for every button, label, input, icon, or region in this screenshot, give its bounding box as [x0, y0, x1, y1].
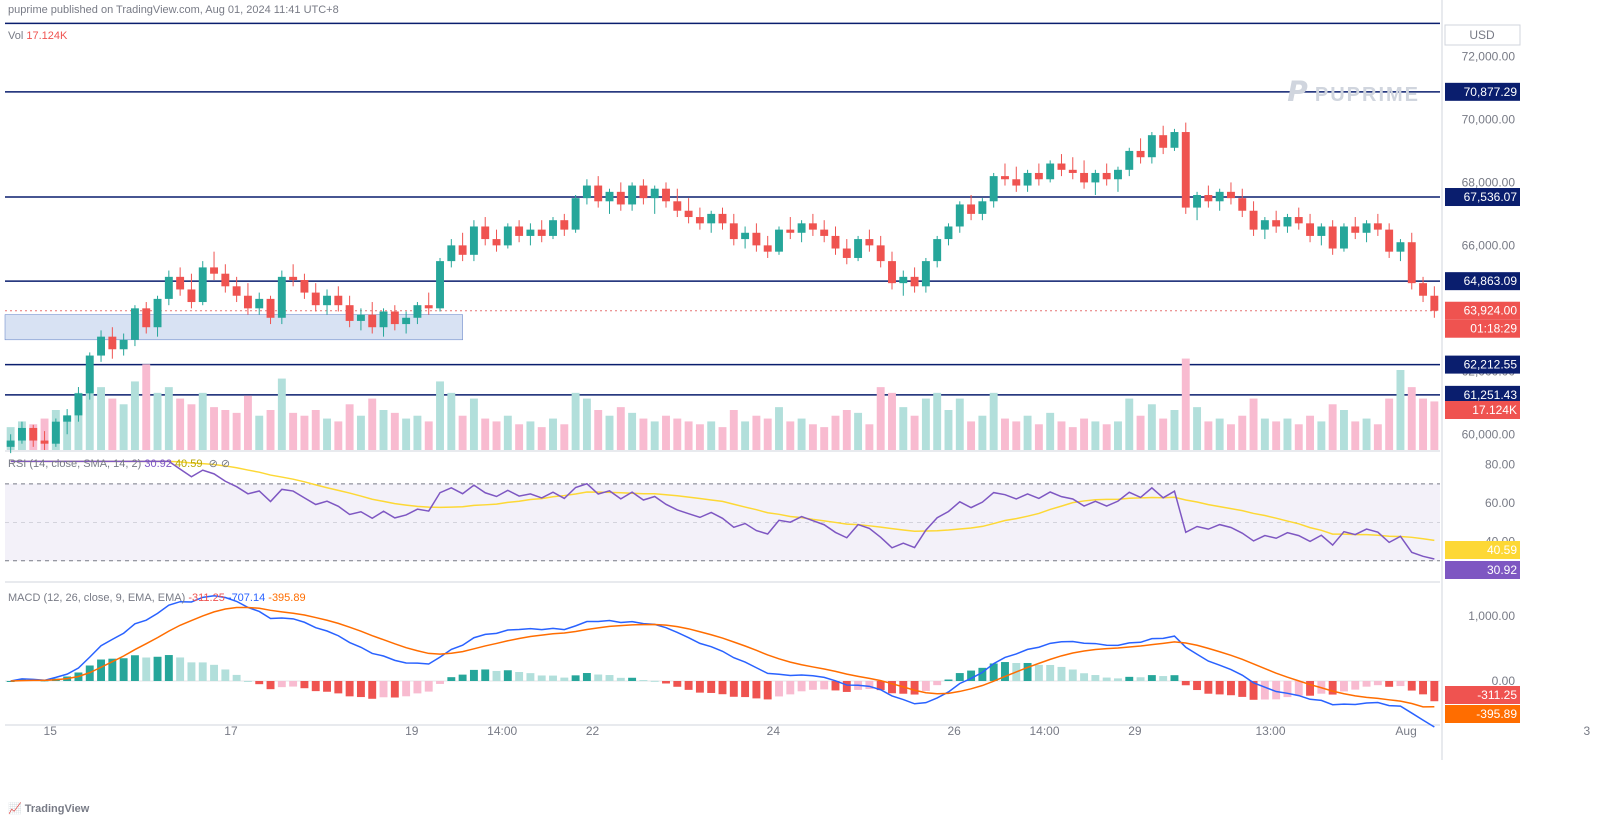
- svg-text:17: 17: [224, 724, 238, 738]
- vol-value: 17.124K: [26, 30, 67, 42]
- macd-legend: MACD (12, 26, close, 9, EMA, EMA) -311.2…: [8, 592, 306, 604]
- watermark-logo: 𝙋 PUPRIME: [1287, 75, 1420, 108]
- svg-text:0.00: 0.00: [1492, 674, 1516, 688]
- macd-v2: -707.14: [228, 592, 265, 604]
- svg-text:22: 22: [586, 724, 600, 738]
- svg-text:30.92: 30.92: [1487, 563, 1517, 577]
- svg-text:17.124K: 17.124K: [1472, 403, 1517, 417]
- svg-text:40.59: 40.59: [1487, 543, 1517, 557]
- svg-text:13:00: 13:00: [1255, 724, 1285, 738]
- svg-text:-311.25: -311.25: [1477, 688, 1517, 702]
- logo-icon: 𝙋: [1287, 76, 1310, 107]
- svg-text:3: 3: [1584, 724, 1591, 738]
- rsi-v2: 40.59: [175, 458, 203, 470]
- svg-text:64,863.09: 64,863.09: [1464, 274, 1518, 288]
- svg-text:72,000.00: 72,000.00: [1462, 49, 1516, 63]
- svg-text:-395.89: -395.89: [1476, 707, 1517, 721]
- svg-text:24: 24: [767, 724, 781, 738]
- svg-text:70,000.00: 70,000.00: [1462, 112, 1516, 126]
- chart-svg[interactable]: 60,000.0062,000.0064,000.0066,000.0068,0…: [0, 0, 1600, 819]
- svg-text:USD: USD: [1469, 28, 1495, 42]
- svg-text:14:00: 14:00: [1030, 724, 1060, 738]
- svg-text:29: 29: [1128, 724, 1142, 738]
- svg-text:68,000.00: 68,000.00: [1462, 175, 1516, 189]
- svg-text:Aug: Aug: [1395, 724, 1416, 738]
- svg-text:80.00: 80.00: [1485, 458, 1515, 472]
- svg-text:14:00: 14:00: [487, 724, 517, 738]
- footer-tradingview: 📈 TradingView: [8, 802, 89, 815]
- svg-text:62,212.55: 62,212.55: [1464, 358, 1518, 372]
- attribution: puprime published on TradingView.com, Au…: [8, 4, 339, 16]
- chart-container[interactable]: 60,000.0062,000.0064,000.0066,000.0068,0…: [0, 0, 1600, 819]
- tv-icon: 📈: [8, 803, 25, 815]
- rsi-v1: 30.92: [144, 458, 172, 470]
- svg-text:26: 26: [947, 724, 961, 738]
- svg-text:19: 19: [405, 724, 419, 738]
- svg-text:01:18:29: 01:18:29: [1470, 322, 1517, 336]
- svg-text:67,536.07: 67,536.07: [1464, 190, 1518, 204]
- rsi-legend: RSI (14, close, SMA, 14, 2) 30.92 40.59 …: [8, 457, 230, 470]
- macd-v3: -395.89: [268, 592, 305, 604]
- watermark-text: PUPRIME: [1315, 84, 1420, 106]
- svg-text:63,924.00: 63,924.00: [1464, 304, 1518, 318]
- macd-label: MACD (12, 26, close, 9, EMA, EMA): [8, 592, 185, 604]
- svg-text:70,877.29: 70,877.29: [1464, 85, 1518, 99]
- rsi-label: RSI (14, close, SMA, 14, 2): [8, 458, 141, 470]
- svg-text:66,000.00: 66,000.00: [1462, 238, 1516, 252]
- svg-text:1,000.00: 1,000.00: [1468, 609, 1515, 623]
- svg-text:15: 15: [44, 724, 58, 738]
- volume-legend: Vol 17.124K: [8, 30, 67, 42]
- macd-v1: -311.25: [188, 592, 225, 604]
- vol-label: Vol: [8, 30, 23, 42]
- svg-text:60,000.00: 60,000.00: [1462, 427, 1516, 441]
- svg-text:60.00: 60.00: [1485, 496, 1515, 510]
- svg-text:61,251.43: 61,251.43: [1464, 388, 1518, 402]
